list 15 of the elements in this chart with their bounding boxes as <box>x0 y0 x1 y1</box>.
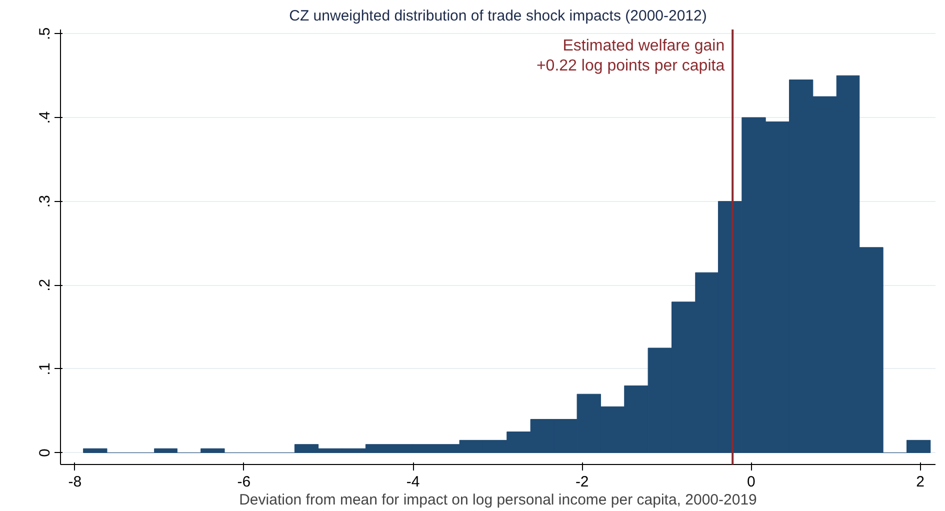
x-tick-label: -2 <box>575 474 589 490</box>
x-tick-label: -6 <box>237 474 251 490</box>
x-tick-label: -8 <box>68 474 82 490</box>
ref-line-label: Estimated welfare gain +0.22 log points per capita <box>536 38 725 74</box>
x-axis-title: Deviation from mean for impact on log personal income per capita, 2000-2019 <box>239 492 757 508</box>
y-tick-label: .1 <box>36 362 54 376</box>
x-tick-label: 0 <box>747 474 756 490</box>
y-tick-label: .5 <box>36 27 54 40</box>
y-tick-label: .2 <box>36 278 54 292</box>
y-tick-label: 0 <box>36 448 54 457</box>
y-tick-label: .3 <box>36 195 54 208</box>
x-tick-label: 2 <box>916 474 924 490</box>
chart-title: CZ unweighted distribution of trade shock impacts (2000-2012) <box>289 8 707 24</box>
y-tick-label: .4 <box>36 111 54 124</box>
x-tick-label: -4 <box>406 474 420 490</box>
